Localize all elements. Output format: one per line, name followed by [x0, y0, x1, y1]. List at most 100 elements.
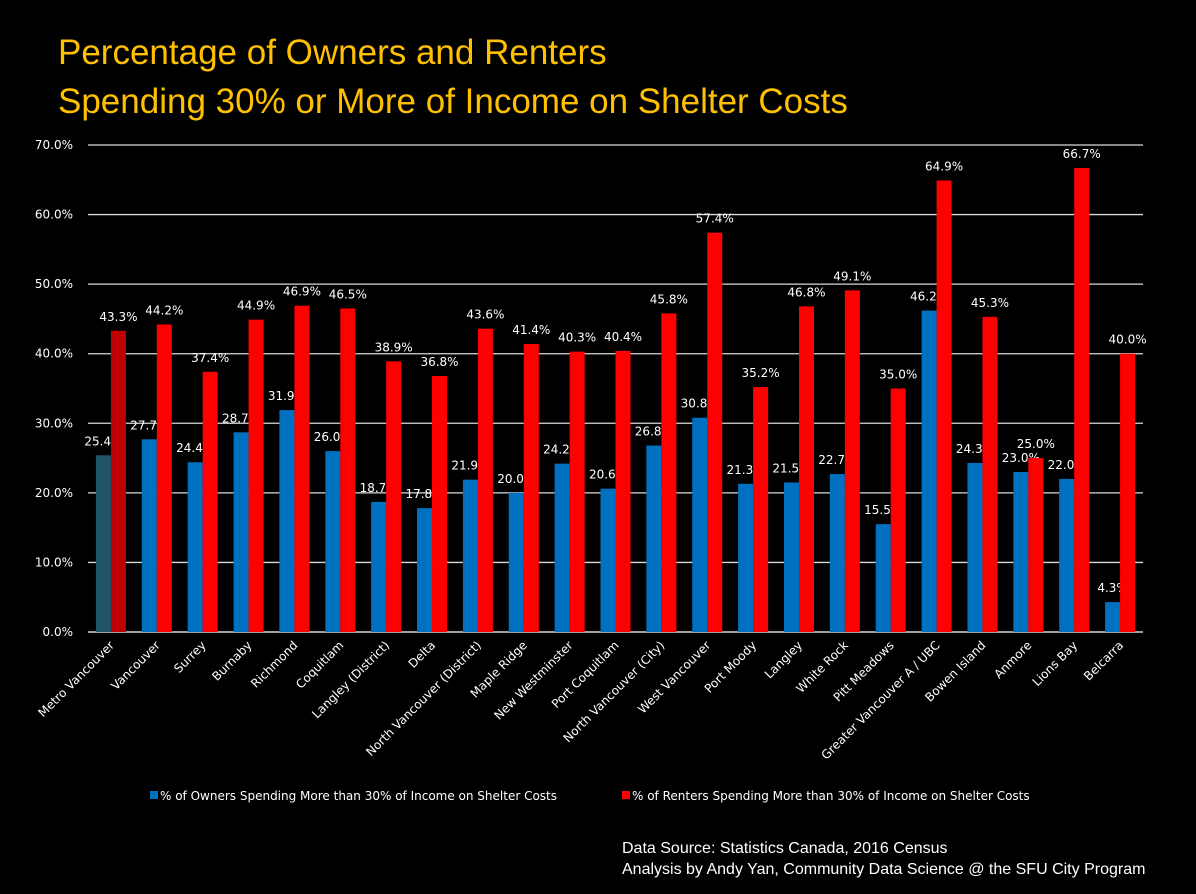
data-label: 43.3% — [99, 310, 137, 324]
data-label: 40.0% — [1109, 333, 1147, 347]
owners-bar — [462, 479, 478, 632]
title-line-1: Percentage of Owners and Renters — [58, 33, 607, 72]
owners-bar — [371, 501, 387, 632]
x-tick-label: Richmond — [248, 638, 300, 690]
y-tick-label: 10.0% — [35, 555, 73, 569]
owners-bar — [1013, 471, 1029, 632]
data-label: 44.2% — [145, 303, 183, 317]
owners-bar — [1059, 478, 1075, 632]
owners-bar — [95, 455, 111, 632]
renters-bar — [523, 343, 539, 632]
renters-bar — [890, 388, 906, 632]
renters-bar — [936, 180, 952, 632]
renters-bar — [1028, 458, 1044, 632]
y-tick-label: 50.0% — [35, 277, 73, 291]
data-label: 25.0% — [1017, 437, 1055, 451]
owners-bar — [875, 524, 891, 632]
renters-bar — [1074, 167, 1090, 633]
chart-title: Percentage of Owners and Renters Spendin… — [58, 28, 848, 126]
x-tick-label: Delta — [406, 638, 439, 671]
legend-label: % of Owners Spending More than 30% of In… — [160, 789, 557, 803]
data-label: 35.0% — [879, 368, 917, 382]
renters-bar — [294, 305, 310, 632]
renters-bar — [707, 232, 723, 632]
x-tick-label: New Westminster — [491, 638, 575, 722]
data-label: 44.9% — [237, 299, 275, 313]
renters-bar — [432, 375, 448, 632]
renters-bar — [477, 328, 493, 632]
renters-bar — [340, 308, 356, 632]
x-tick-label: Metro Vancouver — [35, 638, 117, 720]
title-line-2: Spending 30% or More of Income on Shelte… — [58, 82, 848, 121]
data-label: 46.9% — [283, 285, 321, 299]
data-label: 46.8% — [787, 285, 825, 299]
owners-bar — [783, 482, 799, 632]
owners-bar — [600, 488, 616, 632]
source-note: Data Source: Statistics Canada, 2016 Cen… — [622, 838, 1145, 880]
y-tick-label: 60.0% — [35, 208, 73, 222]
owners-bar — [967, 462, 983, 632]
owners-bar — [646, 445, 662, 632]
x-tick-label: Vancouver — [108, 638, 163, 693]
data-label: 57.4% — [696, 212, 734, 226]
data-label: 45.8% — [650, 292, 688, 306]
owners-bar — [829, 474, 845, 632]
data-label: 37.4% — [191, 351, 229, 365]
x-tick-label: Burnaby — [209, 638, 254, 683]
owners-bar — [692, 417, 708, 632]
data-label: 45.3% — [971, 296, 1009, 310]
y-tick-label: 40.0% — [35, 347, 73, 361]
renters-bar — [615, 350, 631, 632]
renters-bar — [156, 324, 172, 632]
data-label: 40.3% — [558, 331, 596, 345]
owners-bar — [279, 410, 295, 632]
renters-bar — [202, 371, 218, 632]
renters-bar — [1120, 353, 1136, 632]
y-tick-label: 0.0% — [43, 625, 74, 639]
owners-bar — [141, 439, 157, 632]
renters-bar — [386, 361, 402, 632]
owners-bar — [233, 432, 249, 632]
renters-bar — [798, 306, 814, 632]
x-tick-label: Langley (District) — [309, 638, 392, 721]
data-label: 64.9% — [925, 159, 963, 173]
y-tick-label: 70.0% — [35, 138, 73, 152]
owners-bar — [921, 310, 937, 632]
owners-bar — [187, 462, 203, 632]
data-label: 35.2% — [742, 366, 780, 380]
source-line-2: Analysis by Andy Yan, Community Data Sci… — [622, 861, 1146, 878]
data-label: 36.8% — [420, 355, 458, 369]
owners-bar — [554, 463, 570, 632]
x-tick-label: Lions Bay — [1030, 638, 1081, 689]
legend-swatch — [150, 791, 158, 799]
legend-label: % of Renters Spending More than 30% of I… — [632, 789, 1030, 803]
data-label: 49.1% — [833, 269, 871, 283]
data-label: 40.4% — [604, 330, 642, 344]
owners-bar — [508, 492, 524, 632]
data-label: 46.5% — [329, 287, 367, 301]
source-line-1: Data Source: Statistics Canada, 2016 Cen… — [622, 840, 948, 857]
x-tick-label: Surrey — [171, 638, 209, 676]
data-label: 66.7% — [1063, 147, 1101, 161]
renters-bar — [753, 387, 769, 632]
x-tick-label: Anmore — [991, 638, 1034, 681]
legend-swatch — [622, 791, 630, 799]
owners-bar — [325, 451, 341, 632]
renters-bar — [569, 351, 585, 632]
renters-bar — [661, 313, 677, 632]
data-label: 43.6% — [466, 308, 504, 322]
y-tick-label: 30.0% — [35, 416, 73, 430]
renters-bar — [982, 316, 998, 632]
x-tick-label: Langley — [762, 638, 805, 681]
y-tick-label: 20.0% — [35, 486, 73, 500]
data-label: 38.9% — [375, 340, 413, 354]
owners-bar — [417, 508, 433, 632]
owners-bar — [1105, 602, 1121, 632]
owners-bar — [738, 483, 754, 632]
data-label: 41.4% — [512, 323, 550, 337]
renters-bar — [844, 290, 860, 632]
renters-bar — [248, 319, 264, 632]
x-tick-label: Belcarra — [1081, 638, 1126, 683]
renters-bar — [110, 330, 126, 632]
